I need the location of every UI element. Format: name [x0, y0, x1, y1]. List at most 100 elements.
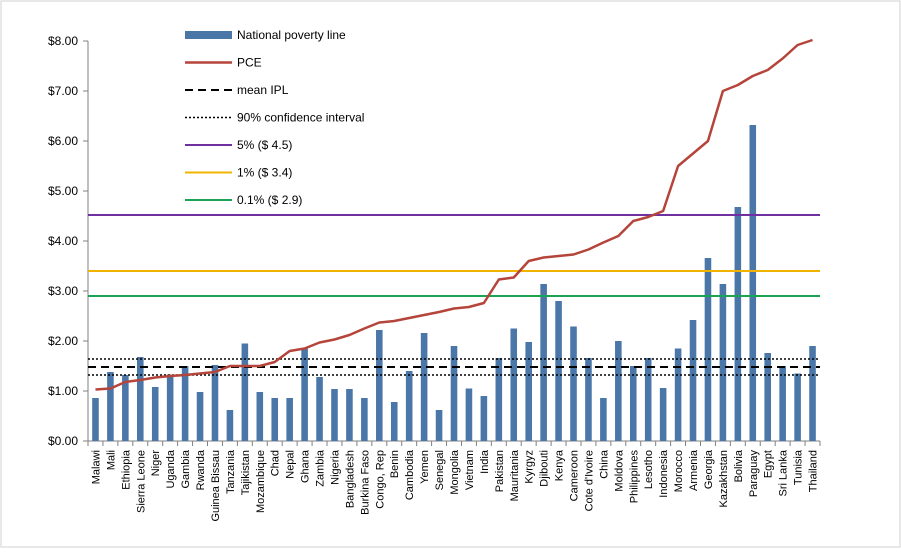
bar [122, 375, 129, 441]
y-tick-label: $0.00 [48, 434, 78, 448]
x-tick-label: Gambia [180, 449, 192, 488]
bar [151, 387, 159, 441]
x-tick-label: Tunisia [793, 449, 805, 485]
bar [107, 372, 114, 441]
bar [809, 346, 816, 441]
bar [346, 389, 353, 441]
x-tick-label: Vietnam [464, 450, 476, 490]
x-tick-label: China [598, 449, 610, 479]
y-tick-label: $2.00 [48, 334, 78, 348]
bar [405, 371, 413, 441]
x-tick-label: Indonesia [658, 449, 670, 498]
bar [256, 392, 264, 441]
x-tick-label: Pakistan [494, 450, 506, 492]
x-tick-label: Ethiopia [120, 449, 132, 490]
x-tick-label: Armenia [688, 449, 700, 491]
x-tick-label: Sri Lanka [778, 449, 790, 496]
line-series [95, 38, 813, 391]
legend-swatch [185, 31, 232, 39]
bar [376, 330, 383, 441]
x-tick-label: Chad [270, 450, 282, 476]
x-tick-label: Malawi [90, 450, 102, 484]
legend-label: 5% ($ 4.5) [237, 138, 292, 152]
x-tick-label: Kazakhstan [718, 450, 730, 507]
legend-label: 0.1% ($ 2.9) [237, 193, 302, 207]
bar [659, 388, 667, 441]
x-tick-label: Mali [105, 450, 117, 470]
legend-label: PCE [237, 56, 262, 70]
bar [211, 365, 219, 441]
x-tick-label: Egypt [763, 450, 775, 478]
y-tick-label: $3.00 [48, 284, 78, 298]
bar [420, 333, 428, 441]
bar [92, 398, 99, 441]
x-tick-label: Mozambique [255, 450, 267, 513]
bar [241, 343, 249, 441]
x-tick-label: Nepal [285, 450, 297, 479]
x-tick-label: Sierra Leone [135, 450, 147, 513]
x-tick-label: Bangladesh [344, 450, 356, 508]
bar [331, 389, 338, 441]
bar [181, 366, 189, 441]
y-tick-label: $8.00 [48, 34, 78, 48]
legend-label: National poverty line [237, 28, 346, 42]
x-tick-label: Nigeria [329, 449, 341, 485]
bar [779, 366, 786, 441]
x-tick-label: Lesotho [643, 450, 655, 489]
legend: National poverty line PCE mean IPL 90% conf… [185, 28, 364, 207]
x-tick-label: Rwanda [195, 449, 207, 490]
legend-label: 1% ($ 3.4) [237, 166, 292, 180]
x-axis: Malawi Mali Ethiopia Sierra Leone Niger Ugand… [87, 440, 821, 522]
bar [495, 358, 503, 441]
bar [629, 366, 637, 441]
x-tick-label: Cambodia [404, 449, 416, 500]
x-tick-label: Philippines [628, 450, 640, 504]
bar [600, 398, 607, 441]
x-tick-label: Guinea Bissau [210, 450, 222, 522]
bar [540, 284, 547, 441]
bar [674, 348, 682, 441]
bar [271, 398, 279, 441]
bar [510, 328, 518, 441]
x-tick-label: Tanzania [225, 449, 237, 494]
bar-series [92, 125, 816, 441]
x-tick-label: Kyrgyz [524, 450, 536, 484]
x-tick-label: Cote d'Ivoire [583, 450, 595, 511]
bar [570, 326, 577, 441]
bar [301, 348, 308, 441]
bar [615, 341, 622, 441]
legend-label: 90% confidence interval [237, 111, 364, 125]
series-line-pce [95, 38, 813, 391]
x-tick-label: Yemen [419, 450, 431, 484]
bar [166, 374, 174, 441]
y-tick-label: $4.00 [48, 234, 78, 248]
y-tick-label: $7.00 [48, 84, 78, 98]
bar [435, 410, 443, 441]
x-tick-label: Benin [389, 450, 401, 478]
bar [465, 388, 473, 441]
bar [749, 125, 757, 441]
y-tick-label: $6.00 [48, 134, 78, 148]
x-tick-label: Tajikistan [240, 450, 252, 495]
bar [196, 392, 204, 441]
x-tick-label: Bolivia [733, 449, 745, 482]
x-tick-label: Senegal [434, 450, 446, 490]
bar [585, 358, 592, 441]
x-tick-label: Morocco [673, 450, 685, 492]
bar [704, 258, 712, 441]
bar [689, 320, 697, 441]
bar [286, 398, 293, 441]
bar [764, 353, 772, 441]
bar [644, 358, 652, 441]
y-tick-label: $1.00 [48, 384, 78, 398]
x-tick-label: Djibouti [539, 450, 551, 487]
x-tick-label: Cameroon [569, 450, 581, 501]
bar [525, 342, 532, 441]
bar [794, 373, 801, 441]
x-tick-label: Zambia [315, 449, 327, 487]
bar [361, 398, 368, 441]
x-tick-label: Georgia [703, 449, 715, 489]
reference-lines [88, 214, 820, 376]
x-tick-label: Congo, Rep [374, 450, 386, 509]
